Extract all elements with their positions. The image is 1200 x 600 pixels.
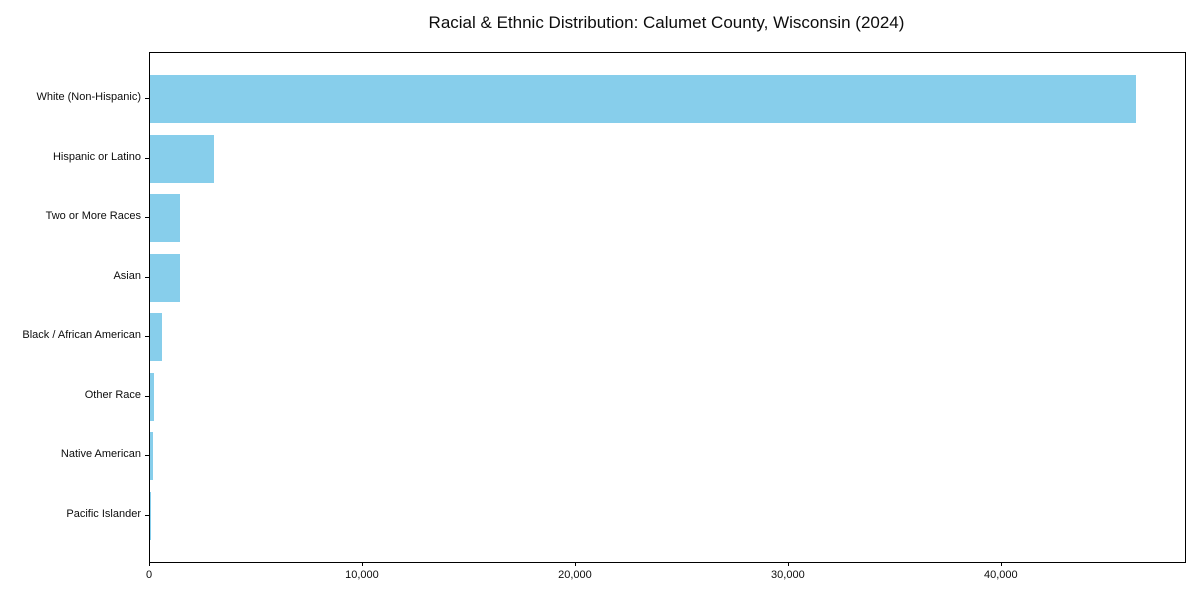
bar xyxy=(150,313,162,362)
bar xyxy=(150,432,153,481)
bar xyxy=(150,253,180,302)
x-tick-mark xyxy=(149,562,150,566)
y-tick-label: Native American xyxy=(60,448,141,461)
bar xyxy=(150,372,154,421)
x-tick-label: 20,000 xyxy=(558,569,592,581)
bar xyxy=(150,134,214,183)
y-tick-label: Asian xyxy=(113,269,141,282)
y-tick-label: Pacific Islander xyxy=(66,508,141,520)
x-tick-mark xyxy=(1000,562,1002,566)
y-tick-mark xyxy=(145,455,149,457)
bar xyxy=(150,75,1137,123)
y-tick-label: Other Race xyxy=(84,388,141,401)
y-tick-mark xyxy=(145,336,149,338)
x-tick-mark xyxy=(787,562,789,566)
y-tick-label: Black / African American xyxy=(22,329,141,342)
x-tick-label: 10,000 xyxy=(345,569,379,581)
y-tick-label: Hispanic or Latino xyxy=(52,150,141,163)
y-tick-mark xyxy=(145,98,149,99)
plot-area xyxy=(149,52,1186,563)
x-tick-mark xyxy=(574,562,576,566)
y-tick-mark xyxy=(145,515,149,516)
y-tick-mark xyxy=(145,157,149,159)
chart-title: Racial & Ethnic Distribution: Calumet Co… xyxy=(428,13,905,32)
y-tick-label: Two or More Races xyxy=(45,210,141,223)
y-tick-label: White (Non-Hispanic) xyxy=(36,91,141,103)
x-tick-label: 40,000 xyxy=(984,569,1018,581)
bar xyxy=(150,194,181,243)
y-tick-mark xyxy=(145,217,149,219)
x-tick-label: 30,000 xyxy=(771,569,805,581)
y-tick-mark xyxy=(145,276,149,278)
x-tick-mark xyxy=(361,562,363,566)
x-tick-label: 0 xyxy=(145,569,153,581)
y-tick-mark xyxy=(145,395,149,397)
